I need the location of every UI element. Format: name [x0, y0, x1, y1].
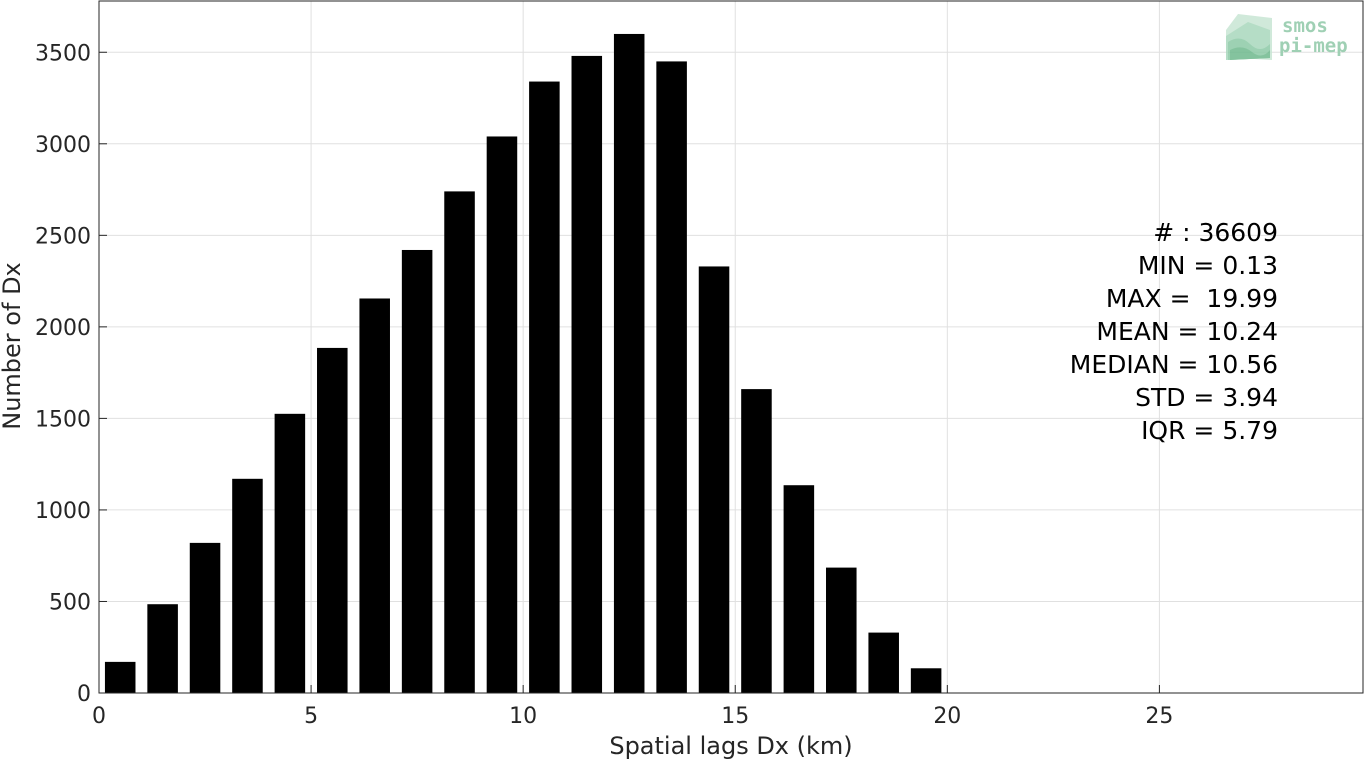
y-tick-label: 2500: [35, 224, 91, 249]
stats-annotation: # : 36609 MIN = 0.13 MAX = 19.99 MEAN = …: [1070, 218, 1278, 445]
histogram-bar: [274, 413, 306, 693]
y-tick-label: 3500: [35, 41, 91, 66]
logo-text-pimep: pi-mep: [1279, 35, 1348, 57]
histogram-bar: [401, 249, 433, 693]
histogram-bar: [104, 661, 136, 693]
histogram-bar: [189, 542, 221, 693]
histogram-bar: [317, 347, 348, 693]
histogram-bar: [359, 298, 390, 693]
stats-median: MEDIAN = 10.56: [1070, 350, 1278, 379]
smos-pimep-logo-icon: [1226, 14, 1272, 60]
histogram-bar: [868, 632, 899, 693]
x-tick-label: 25: [1145, 704, 1173, 729]
stats-std: STD = 3.94: [1135, 383, 1278, 412]
plot-frame: [98, 0, 1364, 694]
histogram-bar: [826, 567, 857, 693]
tick-labels: 0 5 10 15 20 25 0 500 1000 1500 2000 2500 3000 3500: [35, 41, 1173, 729]
y-tick-label: 1000: [35, 499, 91, 524]
x-tick-label: 20: [933, 704, 961, 729]
x-tick-label: 10: [509, 704, 537, 729]
smos-pimep-logo: smos pi-mep: [1226, 14, 1348, 60]
y-tick-label: 1500: [35, 407, 91, 432]
y-tick-label: 3000: [35, 133, 91, 158]
x-tick-label: 5: [304, 704, 318, 729]
stats-mean: MEAN = 10.24: [1096, 317, 1278, 346]
histogram-bar: [741, 389, 772, 693]
histogram-bar: [232, 478, 263, 693]
bars: [104, 33, 942, 694]
histogram-bar: [656, 61, 687, 693]
histogram-bar: [529, 81, 560, 693]
histogram-bar: [613, 33, 645, 693]
stats-count: # : 36609: [1153, 218, 1278, 247]
histogram-bar: [444, 191, 475, 693]
x-tick-label: 15: [721, 704, 749, 729]
histogram-bar: [910, 668, 942, 693]
x-tick-label: 0: [92, 704, 106, 729]
histogram-bar: [486, 136, 518, 694]
logo-text-smos: smos: [1282, 15, 1328, 37]
y-tick-label: 500: [49, 590, 91, 615]
histogram-bar: [147, 604, 178, 693]
histogram-bar: [571, 55, 603, 693]
stats-max: MAX = 19.99: [1106, 284, 1278, 313]
y-tick-label: 2000: [35, 316, 91, 341]
y-axis-label: Number of Dx: [0, 262, 26, 429]
grid: [99, 1, 1363, 693]
x-axis-label: Spatial lags Dx (km): [609, 732, 852, 760]
stats-iqr: IQR = 5.79: [1141, 416, 1278, 445]
stats-min: MIN = 0.13: [1138, 251, 1278, 280]
y-tick-label: 0: [77, 682, 91, 707]
histogram-bar: [783, 485, 815, 693]
histogram-bar: [698, 266, 730, 693]
